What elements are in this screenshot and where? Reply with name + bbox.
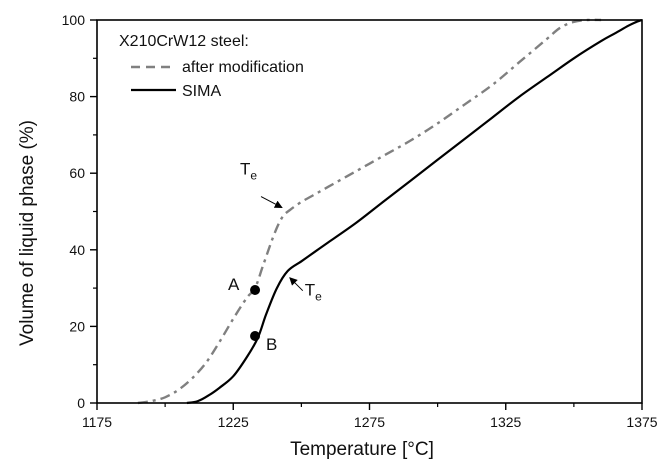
point-b [250, 330, 261, 341]
te-arrow [289, 277, 304, 292]
legend: X210CrW12 steel: after modification SIMA [119, 33, 304, 100]
series-layer [137, 18, 643, 405]
y-tick-label: 80 [69, 89, 85, 105]
y-axis-label: Volume of liquid phase (%) [17, 120, 38, 346]
x-axis-label: Temperature [°C] [290, 439, 434, 460]
point-a [250, 285, 261, 296]
legend-entry-sima: SIMA [182, 83, 221, 100]
tick-layer: 1175 1225 1275 1325 1375 0 20 40 60 80 100 [62, 12, 658, 430]
point-label-a: A [228, 275, 240, 294]
y-tick-label: 60 [69, 165, 85, 181]
y-tick-label: 0 [77, 395, 85, 411]
x-tick-label: 1375 [626, 414, 657, 430]
x-tick-label: 1175 [82, 414, 112, 430]
x-tick-label: 1275 [354, 414, 385, 430]
y-tick-label: 100 [62, 12, 86, 28]
y-tick-label: 40 [69, 242, 85, 258]
point-layer: AB [228, 275, 277, 354]
series-line-sima [186, 18, 643, 405]
y-tick-label: 20 [69, 318, 85, 334]
series-line-after-modification [137, 18, 602, 405]
point-label-b: B [266, 335, 277, 354]
annot-layer: Te Te [240, 160, 322, 304]
x-tick-label: 1225 [218, 414, 249, 430]
legend-title: X210CrW12 steel: [119, 33, 249, 50]
te-label: Te [305, 281, 322, 304]
te-arrow [260, 196, 283, 209]
te-label: Te [240, 160, 257, 183]
legend-entry-after-modification: after modification [182, 59, 304, 76]
x-tick-label: 1325 [490, 414, 521, 430]
